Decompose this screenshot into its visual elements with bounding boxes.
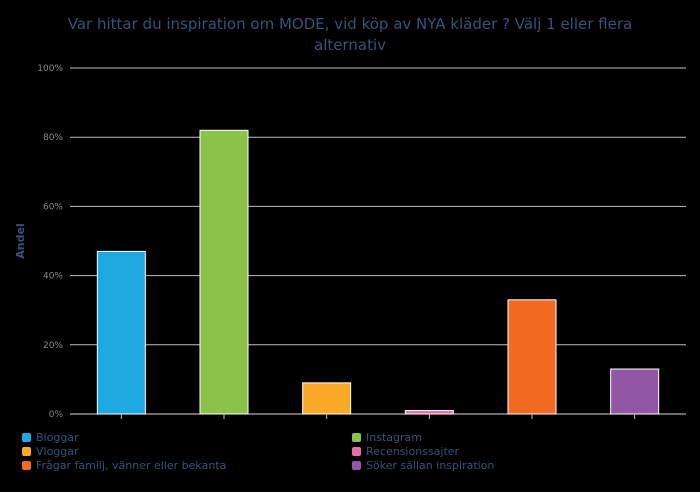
- y-tick-label: 80%: [43, 133, 63, 143]
- y-tick-label: 0%: [49, 410, 64, 420]
- y-tick-label: 60%: [43, 202, 63, 212]
- y-tick-label: 20%: [43, 341, 63, 351]
- legend-swatch: [352, 460, 361, 470]
- legend-item: Frågar familj, vänner eller bekanta: [22, 458, 226, 472]
- legend-label: Recensionssajter: [366, 444, 460, 458]
- legend-item: Bloggar: [22, 430, 79, 444]
- legend-swatch: [352, 446, 361, 456]
- x-axis-ticks: [120, 414, 636, 419]
- bar: [404, 410, 454, 415]
- chart-title-line-1: Var hittar du inspiration om MODE, vid k…: [68, 15, 632, 33]
- bar: [96, 250, 146, 415]
- legend-label: Vloggar: [36, 444, 79, 458]
- bar: [199, 129, 249, 415]
- bar: [507, 299, 557, 415]
- legend-item: Instagram: [352, 430, 422, 444]
- legend-swatch: [22, 446, 31, 456]
- bars: [96, 129, 660, 415]
- legend-item: Recensionssajter: [352, 444, 459, 458]
- legend-item: Söker sällan inspiration: [352, 458, 494, 472]
- legend-label: Bloggar: [36, 430, 79, 444]
- bar: [610, 368, 660, 415]
- y-tick-label: 100%: [37, 64, 63, 74]
- legend-label: Frågar familj, vänner eller bekanta: [36, 458, 227, 472]
- bar: [302, 382, 352, 415]
- y-tick-label: 40%: [43, 272, 63, 282]
- y-axis-ticks: 0% 20% 40% 60% 80% 100%: [37, 64, 63, 420]
- legend-swatch: [22, 460, 31, 470]
- chart-title-line-2: alternativ: [314, 36, 386, 54]
- legend-label: Söker sällan inspiration: [366, 458, 495, 472]
- legend-label: Instagram: [366, 430, 422, 444]
- grid-lines: [70, 67, 686, 415]
- legend-swatch: [352, 432, 361, 442]
- legend-item: Vloggar: [22, 444, 79, 458]
- legend-swatch: [22, 432, 31, 442]
- y-axis-label: Andel: [14, 223, 27, 258]
